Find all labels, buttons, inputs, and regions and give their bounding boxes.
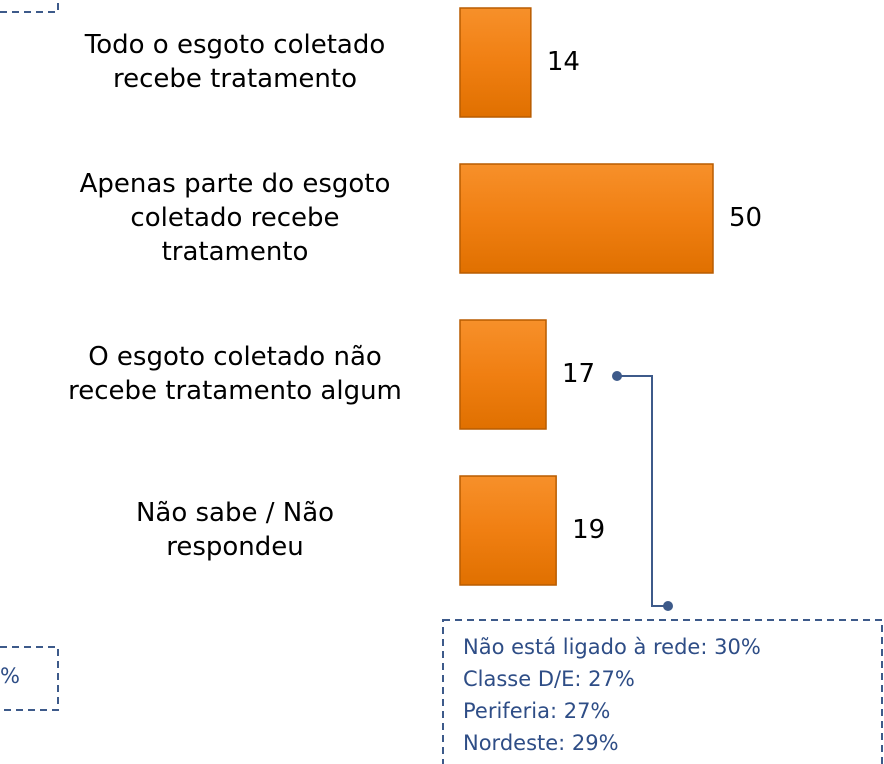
category-label: O esgoto coletado não <box>88 342 382 372</box>
bar <box>459 319 547 430</box>
annotation-box <box>0 0 59 13</box>
annotation-text: Não está ligado à rede: 30% <box>463 635 761 659</box>
annotation-box <box>0 646 59 711</box>
category-label: Apenas parte do esgoto <box>80 169 391 199</box>
category-label: coletado recebe <box>130 203 339 233</box>
connector <box>617 375 668 607</box>
annotation-text: Nordeste: 29% <box>463 731 619 755</box>
bar <box>459 475 557 586</box>
bar <box>459 7 532 118</box>
category-label: respondeu <box>166 532 304 562</box>
annotation-text: Classe D/E: 27% <box>463 667 635 691</box>
category-label: tratamento <box>162 237 309 267</box>
category-label: recebe tratamento <box>113 64 357 94</box>
bar <box>459 163 714 274</box>
value-label: 17 <box>562 359 595 389</box>
connector-dot <box>663 601 673 611</box>
category-label: Não sabe / Não <box>136 498 334 528</box>
connector-dot <box>612 371 622 381</box>
annotation-text: % <box>0 664 20 688</box>
category-label: recebe tratamento algum <box>68 376 402 406</box>
annotation-text: Periferia: 27% <box>463 699 610 723</box>
value-label: 19 <box>572 515 605 545</box>
category-label: Todo o esgoto coletado <box>84 30 386 60</box>
annotation-box <box>442 619 883 764</box>
value-label: 50 <box>729 203 762 233</box>
value-label: 14 <box>547 47 580 77</box>
